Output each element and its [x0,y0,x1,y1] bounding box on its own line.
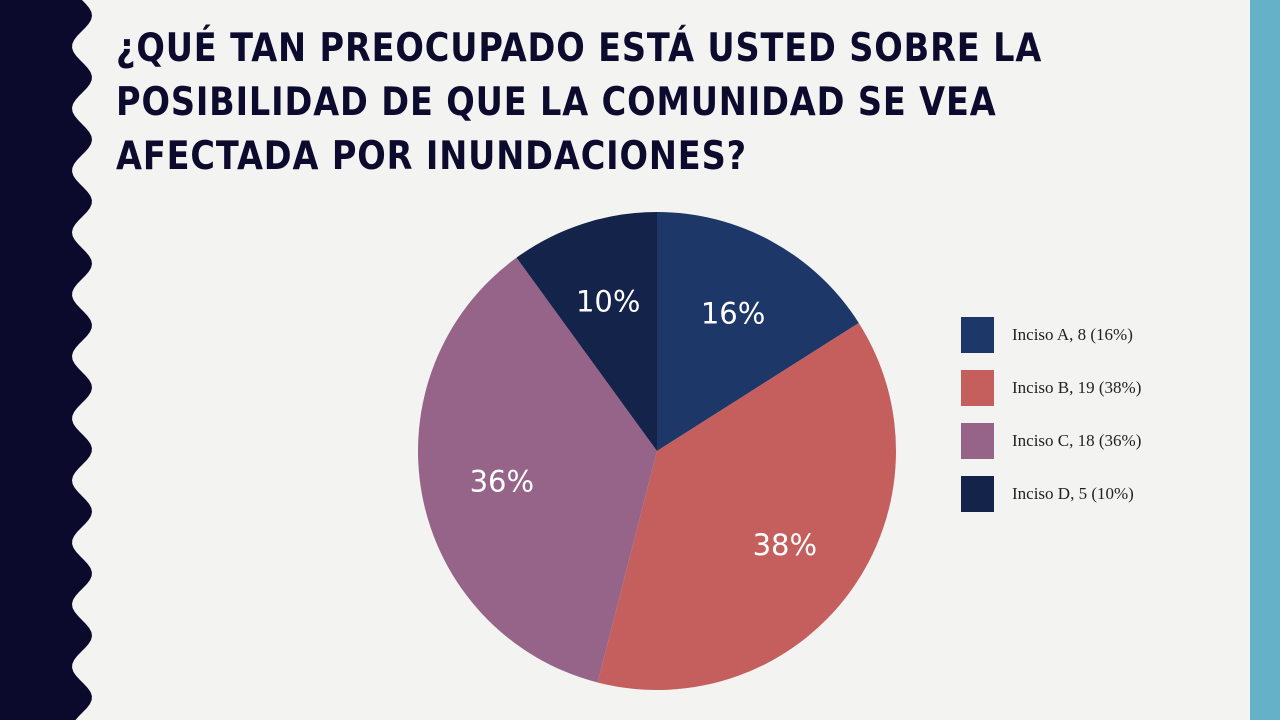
legend-swatch [961,317,994,353]
pie-label-inciso-d: 10% [576,285,640,319]
legend-swatch [961,423,994,459]
legend-swatch [961,370,994,406]
pie-label-inciso-a: 16% [701,297,765,331]
legend-label: Inciso B, 19 (38%) [1012,378,1142,397]
right-accent-bar [1250,0,1280,720]
pie-label-inciso-b: 38% [753,528,817,562]
legend-label: Inciso D, 5 (10%) [1012,484,1134,503]
pie-label-inciso-c: 36% [470,465,534,499]
slide-title: ¿Qué tan preocupado está usted sobre la … [116,26,1043,179]
legend-item: Inciso C, 18 (36%) [961,423,1141,459]
pie-slice-inciso-b [597,322,896,690]
chart-legend: Inciso A, 8 (16%) Inciso B, 19 (38%) Incis… [961,317,1141,529]
legend-label: Inciso A, 8 (16%) [1012,325,1133,344]
legend-label: Inciso C, 18 (36%) [1012,431,1142,450]
pie-slice-inciso-a [657,212,859,451]
legend-swatch [961,476,994,512]
legend-item: Inciso D, 5 (10%) [961,476,1141,512]
pie-slice-inciso-c [417,257,657,683]
legend-item: Inciso B, 19 (38%) [961,370,1141,406]
left-wave-decoration [0,0,92,720]
pie-slice-inciso-d [516,212,657,451]
legend-item: Inciso A, 8 (16%) [961,317,1141,353]
